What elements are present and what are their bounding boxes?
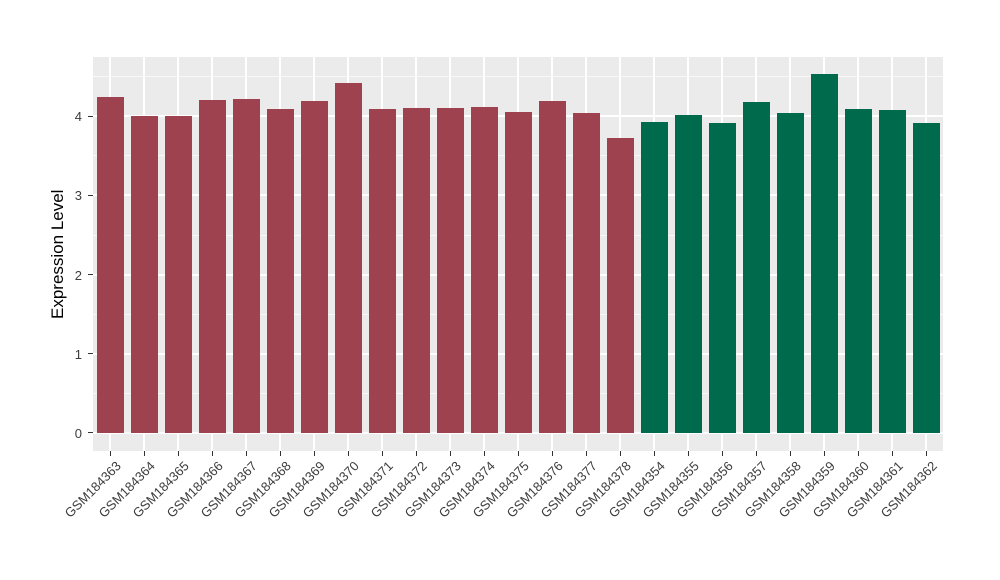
bar — [572, 113, 600, 433]
x-axis-tick — [891, 451, 893, 456]
bar — [436, 107, 464, 433]
bar — [164, 116, 192, 433]
x-axis-tick — [109, 451, 111, 456]
x-axis-tick — [755, 451, 757, 456]
bar — [470, 106, 498, 433]
x-axis-tick — [415, 451, 417, 456]
x-axis-tick — [245, 451, 247, 456]
bar — [300, 101, 328, 433]
bar — [334, 83, 362, 433]
y-axis-tick — [88, 432, 93, 434]
y-axis-tick-label: 2 — [74, 267, 82, 283]
bar — [912, 122, 940, 433]
x-axis-tick — [857, 451, 859, 456]
bar — [368, 109, 396, 433]
x-axis-tick — [925, 451, 927, 456]
bar — [810, 74, 838, 433]
bar — [402, 107, 430, 433]
bar — [504, 111, 532, 433]
bar — [606, 138, 634, 433]
y-axis-tick-label: 3 — [74, 188, 82, 204]
x-axis-tick — [483, 451, 485, 456]
bar — [708, 123, 736, 433]
x-axis-tick — [279, 451, 281, 456]
y-axis-tick — [88, 194, 93, 196]
x-axis-tick — [347, 451, 349, 456]
bar — [776, 113, 804, 433]
x-axis-tick — [619, 451, 621, 456]
y-axis-tick-label: 1 — [74, 346, 82, 362]
x-axis-tick — [585, 451, 587, 456]
bar — [844, 109, 872, 433]
bar — [96, 96, 124, 433]
bar — [198, 99, 226, 433]
x-axis-tick — [381, 451, 383, 456]
x-axis-tick — [143, 451, 145, 456]
x-axis-tick — [653, 451, 655, 456]
bar — [538, 101, 566, 433]
x-axis-tick — [789, 451, 791, 456]
bar — [130, 115, 158, 433]
y-axis-tick — [88, 115, 93, 117]
y-axis-tick — [88, 274, 93, 276]
x-axis-tick — [823, 451, 825, 456]
x-axis-tick — [687, 451, 689, 456]
bar — [674, 114, 702, 433]
x-axis-tick — [721, 451, 723, 456]
bar — [640, 121, 668, 433]
y-axis-tick-label: 0 — [74, 425, 82, 441]
x-axis-tick — [449, 451, 451, 456]
y-axis-tick — [88, 353, 93, 355]
bar — [266, 109, 294, 433]
bar — [878, 110, 906, 433]
x-axis-tick — [177, 451, 179, 456]
x-axis-tick — [313, 451, 315, 456]
x-axis-tick — [551, 451, 553, 456]
bar — [232, 98, 260, 433]
y-axis-tick-label: 4 — [74, 109, 82, 125]
x-axis-tick — [211, 451, 213, 456]
x-axis-tick — [517, 451, 519, 456]
bar — [742, 102, 770, 433]
